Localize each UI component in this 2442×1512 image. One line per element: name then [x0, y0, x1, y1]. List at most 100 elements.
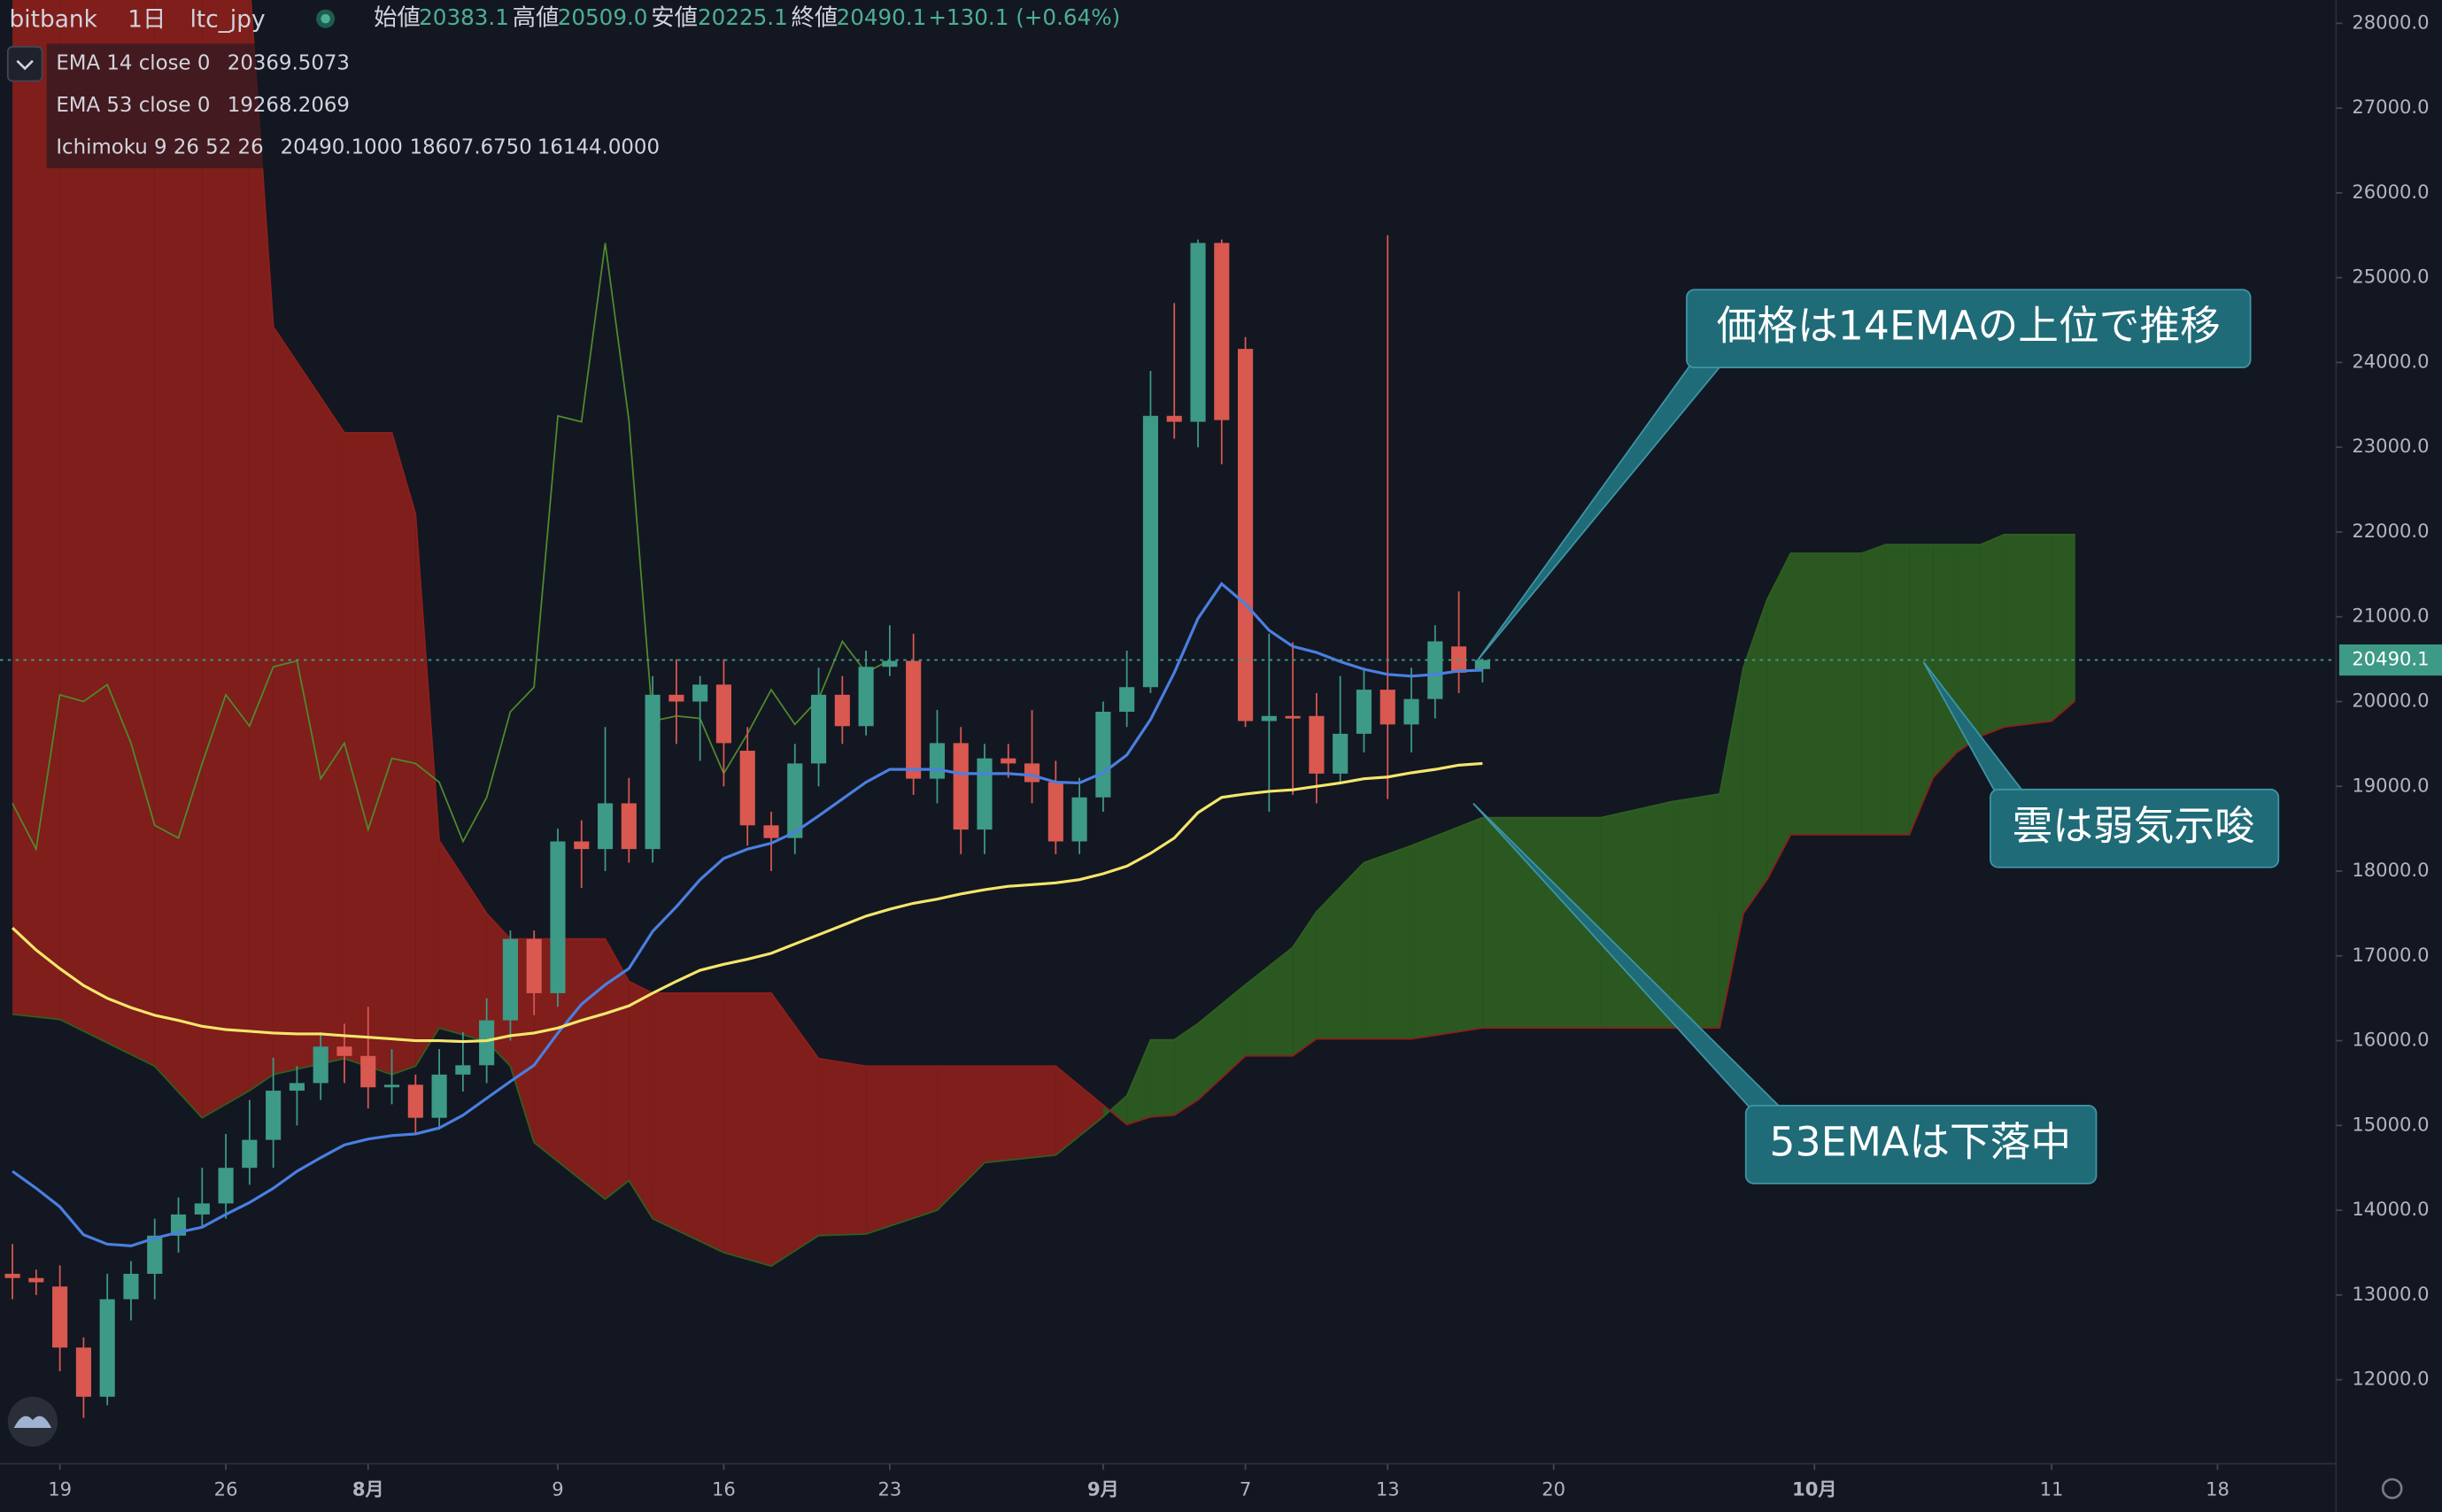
candle-body [1001, 758, 1016, 764]
candle-body [242, 1139, 258, 1169]
candle-body [1237, 349, 1254, 721]
x-tick-label: 23 [877, 1477, 901, 1500]
candle-body [194, 1203, 210, 1215]
candle-body [787, 763, 803, 838]
x-tick-label: 9 [552, 1477, 563, 1500]
y-tick-label: 22000.0 [2352, 520, 2429, 542]
x-tick-label: 10月 [1792, 1477, 1836, 1500]
cloud-segment [985, 1066, 1056, 1163]
candle-body [336, 1046, 352, 1056]
x-tick-label: 8月 [352, 1477, 384, 1500]
candle-body [123, 1273, 139, 1300]
cloud-segment [1719, 667, 1743, 1029]
interval: 1日 [128, 6, 166, 33]
candle-body [929, 743, 946, 779]
candle-body [407, 1084, 423, 1118]
cloud-segment [1933, 544, 1957, 778]
cloud-segment [12, 0, 60, 1020]
cloud-segment [1102, 1095, 1127, 1125]
cloud-segment [605, 938, 630, 1200]
annotations: 価格は14EMAの上位で推移 雲は弱気示唆 53EMAは下落中 [1472, 289, 2280, 1184]
high-value: 20509.0 [558, 4, 648, 30]
plot-area [0, 0, 2337, 1418]
cloud-segment [391, 432, 416, 1075]
y-tick-label: 18000.0 [2352, 859, 2429, 881]
cloud-segment [1601, 801, 1673, 1029]
candle-body [834, 694, 850, 727]
settings-icon[interactable] [2381, 1477, 2403, 1500]
high-label: 高値 [513, 5, 560, 32]
logo-mark [13, 1416, 52, 1428]
candle-body [739, 751, 755, 826]
legend-name: EMA 53 close 0 [56, 94, 210, 117]
cloud-segment [1956, 544, 1981, 752]
y-tick-label: 20000.0 [2352, 690, 2429, 712]
cloud-segment [1174, 1023, 1199, 1115]
x-tick-label: 9月 [1087, 1477, 1119, 1500]
status-dot [321, 13, 330, 24]
candle-body [882, 660, 898, 667]
cloud-segment [1126, 1039, 1151, 1125]
candle-body [621, 803, 637, 850]
candle-body [383, 1084, 400, 1088]
candle-body [1142, 415, 1159, 688]
collapse-icon [16, 59, 34, 71]
candle-body [1071, 797, 1087, 842]
candle-body [715, 684, 732, 744]
cloud-segment [629, 981, 653, 1219]
candle-body [977, 758, 993, 830]
legend: EMA 14 close 0 20369.5073 EMA 53 close 0… [6, 43, 660, 169]
cloud-segment [1245, 947, 1294, 1056]
cloud-segment [1198, 984, 1246, 1100]
cloud-segment [1364, 845, 1412, 1039]
candle-body [692, 684, 708, 702]
candle-body [906, 660, 922, 779]
y-tick-label: 28000.0 [2352, 11, 2429, 33]
candle-body [4, 1273, 20, 1278]
open-label: 始値 [374, 5, 421, 32]
x-tick-label: 26 [214, 1477, 238, 1500]
candle-body [763, 825, 779, 838]
axes: 12000.0 13000.0 14000.0 15000.0 16000.0 17000… [48, 11, 2442, 1500]
cloud-segment [1861, 544, 1886, 835]
annotation: 価格は14EMAの上位で推移 [1717, 303, 2221, 350]
x-tick-label: 7 [1240, 1477, 1251, 1500]
x-tick-label: 20 [1542, 1477, 1565, 1500]
legend-name: EMA 14 close 0 [56, 52, 210, 75]
candle-body [28, 1277, 44, 1283]
cloud-segment [2052, 534, 2075, 721]
candle-body [574, 841, 590, 850]
cloud-segment [344, 432, 392, 1075]
y-tick-label: 13000.0 [2352, 1283, 2429, 1305]
candle-body [360, 1055, 376, 1088]
candle-body [289, 1083, 305, 1092]
candle-body [1379, 690, 1395, 725]
callout-box [1744, 1105, 2098, 1184]
y-tick-label: 16000.0 [2352, 1029, 2429, 1051]
candle-body [668, 694, 684, 702]
ema-line [11, 761, 1483, 1044]
candle-body [645, 694, 661, 850]
ema-line [12, 582, 1483, 1247]
cloud-segment [1411, 817, 1483, 1039]
legend-value: 18607.6750 [410, 136, 532, 159]
open-value: 20383.1 [419, 4, 509, 30]
close-value: 20490.1 [837, 4, 927, 30]
collapse-button[interactable] [6, 45, 43, 82]
lagging-span [12, 243, 891, 852]
cloud-segment [202, 0, 250, 1118]
change: +130.1 (+0.64%) [928, 4, 1120, 30]
y-tick-label: 15000.0 [2352, 1113, 2429, 1135]
cloud-segment [866, 1066, 938, 1234]
candle-body [1119, 687, 1135, 712]
cloud-segment [59, 0, 155, 1067]
y-tick-label: 19000.0 [2352, 774, 2429, 796]
legend-name: Ichimoku 9 26 52 26 [56, 136, 263, 159]
cloud-segment [1482, 817, 1602, 1029]
y-tick-label: 23000.0 [2352, 435, 2429, 457]
cloud-segment [653, 992, 724, 1253]
cloud-segment [534, 938, 606, 1200]
cloud-segment [1293, 911, 1317, 1056]
